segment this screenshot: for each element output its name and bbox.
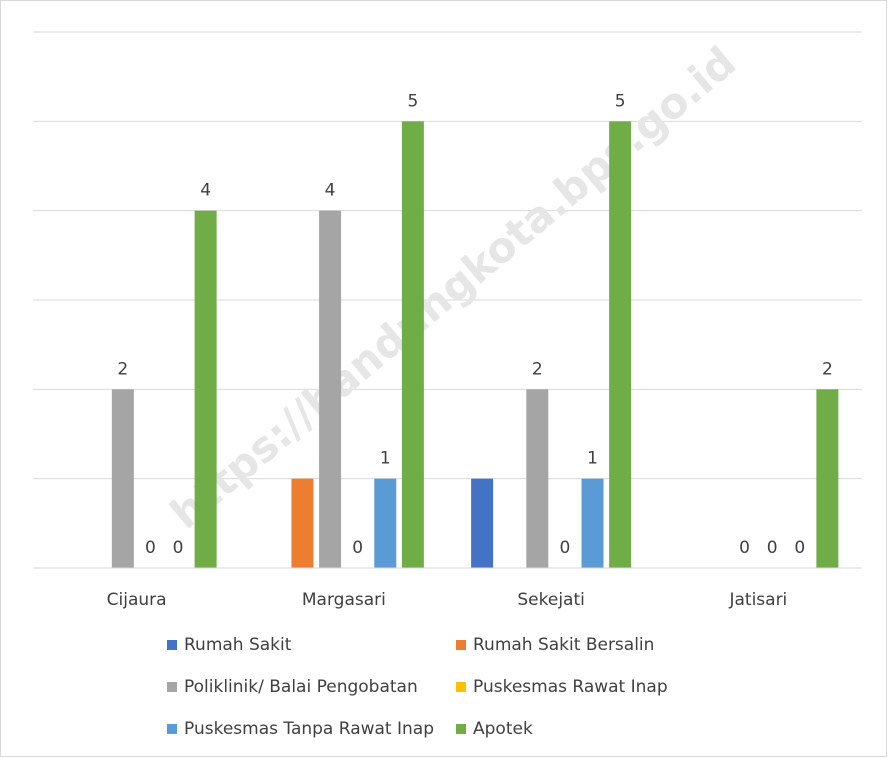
legend-swatch bbox=[167, 640, 177, 650]
legend-swatch bbox=[167, 682, 177, 692]
legend-swatch bbox=[456, 640, 466, 650]
bar bbox=[526, 389, 549, 568]
bar bbox=[291, 478, 314, 568]
data-label: 0 bbox=[767, 538, 778, 558]
data-label: 0 bbox=[352, 538, 363, 558]
legend-label: Poliklinik/ Balai Pengobatan bbox=[184, 677, 418, 697]
legend-label: Puskesmas Rawat Inap bbox=[473, 677, 668, 697]
data-label: 0 bbox=[145, 538, 156, 558]
bar bbox=[609, 121, 632, 568]
x-tick-label: Margasari bbox=[302, 590, 386, 610]
x-tick-label: Cijaura bbox=[107, 590, 167, 610]
data-label: 4 bbox=[325, 181, 336, 201]
x-tick-label: Jatisari bbox=[728, 590, 787, 610]
data-label: 5 bbox=[407, 91, 418, 111]
legend-swatch bbox=[456, 724, 466, 734]
data-label: 2 bbox=[117, 359, 128, 379]
bar bbox=[401, 121, 424, 568]
data-label: 5 bbox=[615, 91, 626, 111]
legend-label: Rumah Sakit Bersalin bbox=[473, 635, 654, 655]
legend-label: Puskesmas Tanpa Rawat Inap bbox=[184, 719, 434, 739]
legend-label: Apotek bbox=[473, 719, 533, 739]
data-label: 2 bbox=[822, 359, 833, 379]
data-label: 0 bbox=[794, 538, 805, 558]
data-label: 1 bbox=[587, 449, 598, 469]
legend-label: Rumah Sakit bbox=[184, 635, 292, 655]
bar bbox=[581, 478, 604, 568]
data-label: 0 bbox=[739, 538, 750, 558]
bar bbox=[319, 210, 342, 568]
bar bbox=[194, 210, 217, 568]
data-label: 4 bbox=[200, 181, 211, 201]
legend-swatch bbox=[456, 682, 466, 692]
bar bbox=[816, 389, 839, 568]
data-label: 2 bbox=[532, 359, 543, 379]
data-label: 0 bbox=[173, 538, 184, 558]
bar bbox=[111, 389, 134, 568]
x-tick-label: Sekejati bbox=[517, 590, 584, 610]
data-label: 1 bbox=[380, 449, 391, 469]
bar bbox=[374, 478, 397, 568]
bar bbox=[471, 478, 494, 568]
legend-swatch bbox=[167, 724, 177, 734]
data-label: 0 bbox=[560, 538, 571, 558]
